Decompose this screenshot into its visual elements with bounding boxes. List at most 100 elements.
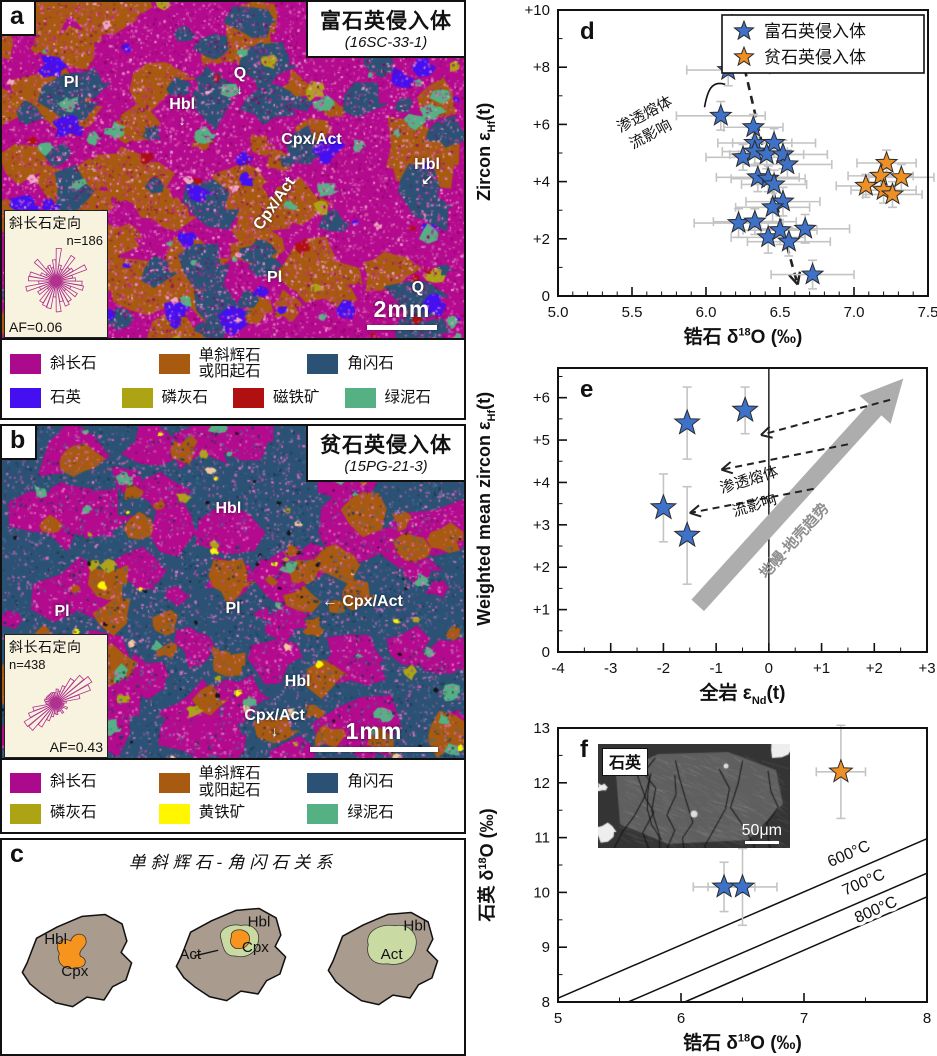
legend-item: 角闪石 (307, 772, 456, 793)
plot-frame (557, 367, 928, 653)
act-pointer-line (194, 949, 219, 957)
data-star (762, 172, 786, 195)
data-star (777, 229, 801, 252)
y-axis-label: Weighted mean zircon εHf(t) (474, 391, 498, 626)
panel-letter-b: b (2, 426, 38, 460)
legend-swatch (307, 803, 339, 824)
y-tick-label: +4 (533, 174, 550, 191)
legend-label: 黄铁矿 (198, 804, 246, 822)
legend-item: 黄铁矿 (158, 803, 308, 824)
x-tick-label: +2 (866, 660, 883, 677)
rose-b-plot (23, 674, 93, 731)
data-star (762, 130, 786, 154)
rose-petal (55, 277, 76, 282)
arrow-head (788, 274, 799, 286)
legend-label: 斜长石 (50, 354, 97, 372)
y-axis-label: 石英 δ18O (‰) (477, 808, 497, 922)
arrow-head (689, 512, 702, 518)
mineral-label-q: Q ↓ (233, 65, 247, 98)
legend-label: 磷灰石 (50, 804, 97, 822)
rose-center (51, 276, 61, 286)
data-star (828, 758, 854, 783)
rose-center (51, 698, 61, 708)
inset-scale-text: 50μm (741, 822, 782, 839)
grain-label-hbl: Hbl (403, 918, 426, 935)
data-star (775, 152, 800, 175)
melt-flux-arrow (760, 398, 891, 436)
legend-item: 角闪石 (307, 354, 456, 375)
grain-sketch: Hbl Act Cpx (175, 907, 287, 1002)
plot-frame (557, 727, 928, 1003)
quartz-cl-inset: 石英 50μm (598, 744, 790, 848)
grain-label-hbl: Hbl (248, 914, 271, 931)
isotherm-line (684, 896, 928, 1003)
x-tick-label: 6.0 (696, 304, 717, 321)
mineral-label-hbl: Hbl (215, 500, 242, 517)
chart-e-svg: -4 -3 -2 -1 0 +1 +2 +30+1+2+3+4+5+6地幔-地壳趋势渗透熔体流… (533, 367, 936, 677)
panel-c-title: 单斜辉石-角闪石关系 (128, 853, 338, 873)
legend-a: 斜长石 单斜辉石 或阳起石 角闪石 石英 磷灰石 磁铁矿 绿泥石 (2, 340, 464, 416)
data-star (880, 182, 905, 205)
legend-label: 斜长石 (50, 773, 97, 791)
legend-label: 单斜辉石 或阳起石 (198, 346, 261, 381)
melt-flux-arrow (689, 487, 814, 514)
data-star (800, 262, 825, 285)
panel-a-sample-id: (16SC-33-1) (344, 34, 428, 51)
inset-scale-bar: 50μm (742, 822, 782, 844)
legend-swatch (158, 803, 190, 824)
mineral-label-cpx-act: ← Cpx/Act (321, 592, 403, 610)
legend-item: 单斜辉石 或阳起石 (158, 766, 308, 799)
panel-b-sample-id: (15PG-21-3) (344, 458, 428, 475)
inset-label-quartz: 石英 (602, 748, 649, 776)
rose-petal (55, 694, 81, 704)
mineral-label-q: Q (411, 278, 425, 296)
x-tick-label: +1 (813, 660, 830, 677)
x-tick-label: 6.5 (770, 304, 791, 321)
x-tick-label: 8 (923, 1010, 931, 1027)
y-tick-label: 11 (534, 830, 550, 847)
data-star (760, 194, 785, 218)
grain-label-act: Act (179, 946, 202, 963)
data-star (889, 164, 914, 188)
data-star (708, 103, 733, 126)
arrow-head (720, 461, 732, 471)
legend-swatch (158, 354, 190, 375)
mineral-label-cpx-act: Cpx/Act ↓ (244, 707, 305, 740)
annotation-arrow: ↓ (236, 81, 244, 98)
y-tick-label: +10 (525, 2, 550, 19)
mineral-map-b: b 贫石英侵入体 (15PG-21-3) Hbl Pl Pl ← Cpx/Act Hbl… (2, 426, 464, 760)
x-tick-label: 5 (554, 1010, 562, 1027)
mineral-label-cpx-act: Cpx/Act (281, 130, 342, 148)
legend-item: 磁铁矿 (233, 388, 345, 409)
annotation-arrow: ↙ (421, 172, 433, 188)
scale-bar-b-text: 1mm (345, 718, 403, 744)
arrow-head (760, 434, 773, 439)
grain-sketch: Hbl Cpx (21, 913, 133, 1008)
rose-petal (55, 700, 67, 704)
mineral-label-pl: Pl (267, 268, 283, 286)
legend-series-label: 富石英侵入体 (764, 22, 866, 41)
legend-label: 绿泥石 (347, 804, 394, 822)
y-tick-label: +6 (533, 390, 550, 407)
legend-row: 石英 磷灰石 磁铁矿 绿泥石 (10, 388, 456, 409)
annotation-arrow: ↓ (178, 111, 186, 128)
grain-label-cpx: Cpx (61, 963, 88, 980)
legend-b: 斜长石 单斜辉石 或阳起石 角闪石磷灰石 黄铁矿 绿泥石 (2, 760, 464, 830)
left-column: a 富石英侵入体 (16SC-33-1) Pl Q ↓ Hbl ↓ Cpx/Act Cpx/… (0, 0, 466, 1056)
inset-scale-line (744, 841, 779, 844)
legend-swatch (10, 803, 41, 824)
legend-row: 斜长石 单斜辉石 或阳起石 角闪石 (10, 346, 456, 381)
x-tick-label: 5.5 (622, 304, 643, 321)
mineral-label-pl: Pl (54, 602, 70, 620)
data-star (743, 209, 767, 232)
legend-label: 磷灰石 (161, 388, 209, 406)
legend-swatch (10, 354, 41, 375)
chart-d-svg: 5.0 5.5 6.0 6.5 7.0 7.50+2+4+6+8+10渗透熔体流影响富石英… (525, 2, 937, 321)
y-tick-label: 8 (542, 994, 550, 1011)
data-star (729, 873, 756, 898)
legend-item: 单斜辉石 或阳起石 (158, 346, 308, 381)
scale-bar-a-text: 2mm (373, 296, 431, 322)
grain-label-hbl: Hbl (44, 931, 67, 948)
legend-label: 石英 (50, 388, 82, 406)
x-tick-label: 7 (800, 1010, 808, 1027)
